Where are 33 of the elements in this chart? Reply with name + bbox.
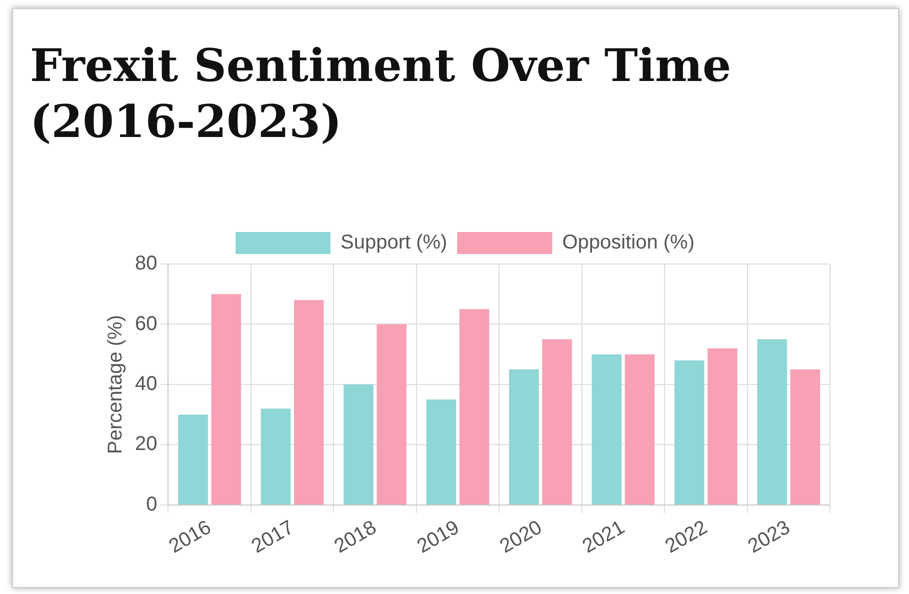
- bar: [542, 339, 572, 504]
- x-tick-label: 2018: [330, 516, 380, 558]
- y-tick-label: 40: [134, 373, 158, 395]
- bar: [708, 348, 738, 504]
- x-tick-label: 2020: [496, 516, 546, 558]
- bar: [509, 369, 539, 504]
- x-tick-label: 2017: [248, 516, 298, 558]
- bar: [757, 339, 787, 504]
- x-tick-label: 2023: [744, 516, 794, 558]
- bar: [294, 300, 324, 504]
- x-tick-label: 2019: [413, 516, 464, 558]
- bar: [592, 354, 622, 504]
- bar: [211, 294, 242, 504]
- legend-label: Opposition (%): [562, 232, 694, 254]
- bar: [376, 324, 406, 504]
- y-tick-label: 80: [134, 252, 158, 275]
- y-tick-label: 60: [134, 312, 158, 335]
- y-tick-label: 0: [146, 493, 158, 516]
- legend-label: Support (%): [340, 232, 448, 254]
- x-tick-label: 2022: [662, 516, 712, 558]
- bar: [674, 360, 704, 504]
- y-tick-label: 20: [134, 433, 158, 456]
- chart-title: Frexit Sentiment Over Time (2016-2023): [30, 38, 732, 150]
- bar: [624, 354, 655, 504]
- bar: [426, 400, 456, 504]
- bar: [344, 384, 374, 504]
- bar: [178, 414, 208, 504]
- bar: [459, 309, 490, 504]
- x-tick-label: 2016: [165, 516, 215, 558]
- x-tick-label: 2021: [578, 516, 628, 558]
- y-axis-title: Percentage (%): [104, 315, 127, 454]
- bar: [790, 369, 820, 504]
- bar: [260, 408, 291, 504]
